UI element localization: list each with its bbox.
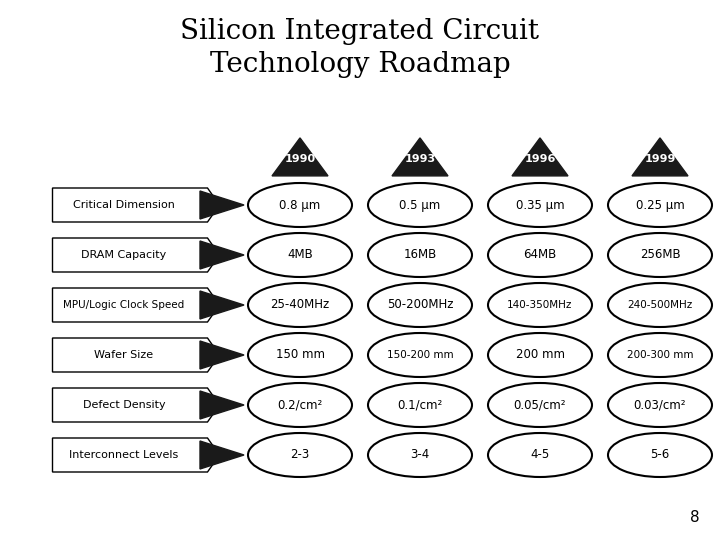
Text: 4MB: 4MB (287, 248, 313, 261)
Polygon shape (200, 241, 244, 269)
Ellipse shape (368, 333, 472, 377)
Polygon shape (53, 288, 220, 322)
Ellipse shape (608, 433, 712, 477)
Ellipse shape (368, 283, 472, 327)
Ellipse shape (248, 233, 352, 277)
Ellipse shape (608, 283, 712, 327)
Text: 0.2/cm²: 0.2/cm² (277, 399, 323, 411)
Text: 0.8 μm: 0.8 μm (279, 199, 320, 212)
Ellipse shape (248, 183, 352, 227)
Text: 1996: 1996 (524, 154, 556, 164)
Ellipse shape (368, 383, 472, 427)
Polygon shape (200, 391, 244, 419)
Ellipse shape (248, 333, 352, 377)
Text: MPU/Logic Clock Speed: MPU/Logic Clock Speed (63, 300, 184, 310)
Text: 150 mm: 150 mm (276, 348, 325, 361)
Text: 0.05/cm²: 0.05/cm² (514, 399, 566, 411)
Polygon shape (53, 188, 220, 222)
Ellipse shape (248, 283, 352, 327)
Ellipse shape (488, 383, 592, 427)
Ellipse shape (488, 233, 592, 277)
Ellipse shape (248, 433, 352, 477)
Polygon shape (53, 338, 220, 372)
Polygon shape (632, 138, 688, 176)
Text: 200 mm: 200 mm (516, 348, 564, 361)
Text: 200-300 mm: 200-300 mm (626, 350, 693, 360)
Ellipse shape (488, 433, 592, 477)
Text: 0.1/cm²: 0.1/cm² (397, 399, 443, 411)
Text: 0.03/cm²: 0.03/cm² (634, 399, 686, 411)
Polygon shape (53, 238, 220, 272)
Text: 64MB: 64MB (523, 248, 557, 261)
Text: Wafer Size: Wafer Size (94, 350, 153, 360)
Ellipse shape (368, 433, 472, 477)
Text: 0.35 μm: 0.35 μm (516, 199, 564, 212)
Text: Silicon Integrated Circuit
Technology Roadmap: Silicon Integrated Circuit Technology Ro… (181, 18, 539, 78)
Polygon shape (200, 191, 244, 219)
Ellipse shape (488, 183, 592, 227)
Text: 256MB: 256MB (639, 248, 680, 261)
Ellipse shape (368, 233, 472, 277)
Polygon shape (53, 388, 220, 422)
Text: 8: 8 (690, 510, 700, 525)
Ellipse shape (248, 383, 352, 427)
Text: Defect Density: Defect Density (83, 400, 166, 410)
Text: 0.5 μm: 0.5 μm (400, 199, 441, 212)
Polygon shape (200, 291, 244, 319)
Text: 0.25 μm: 0.25 μm (636, 199, 685, 212)
Ellipse shape (488, 283, 592, 327)
Text: 1990: 1990 (284, 154, 315, 164)
Text: 240-500MHz: 240-500MHz (627, 300, 693, 310)
Polygon shape (53, 438, 220, 472)
Ellipse shape (368, 183, 472, 227)
Text: 50-200MHz: 50-200MHz (387, 299, 454, 312)
Polygon shape (272, 138, 328, 176)
Ellipse shape (608, 383, 712, 427)
Polygon shape (512, 138, 568, 176)
Text: 4-5: 4-5 (531, 449, 549, 462)
Text: DRAM Capacity: DRAM Capacity (81, 250, 166, 260)
Text: 150-200 mm: 150-200 mm (387, 350, 454, 360)
Ellipse shape (608, 183, 712, 227)
Polygon shape (392, 138, 448, 176)
Ellipse shape (608, 333, 712, 377)
Text: Critical Dimension: Critical Dimension (73, 200, 175, 210)
Text: 3-4: 3-4 (410, 449, 430, 462)
Text: 25-40MHz: 25-40MHz (271, 299, 330, 312)
Text: 1993: 1993 (405, 154, 436, 164)
Polygon shape (200, 441, 244, 469)
Text: 2-3: 2-3 (290, 449, 310, 462)
Text: Interconnect Levels: Interconnect Levels (69, 450, 179, 460)
Text: 1999: 1999 (644, 154, 675, 164)
Text: 16MB: 16MB (403, 248, 436, 261)
Text: 140-350MHz: 140-350MHz (508, 300, 572, 310)
Ellipse shape (608, 233, 712, 277)
Polygon shape (200, 341, 244, 369)
Text: 5-6: 5-6 (650, 449, 670, 462)
Ellipse shape (488, 333, 592, 377)
